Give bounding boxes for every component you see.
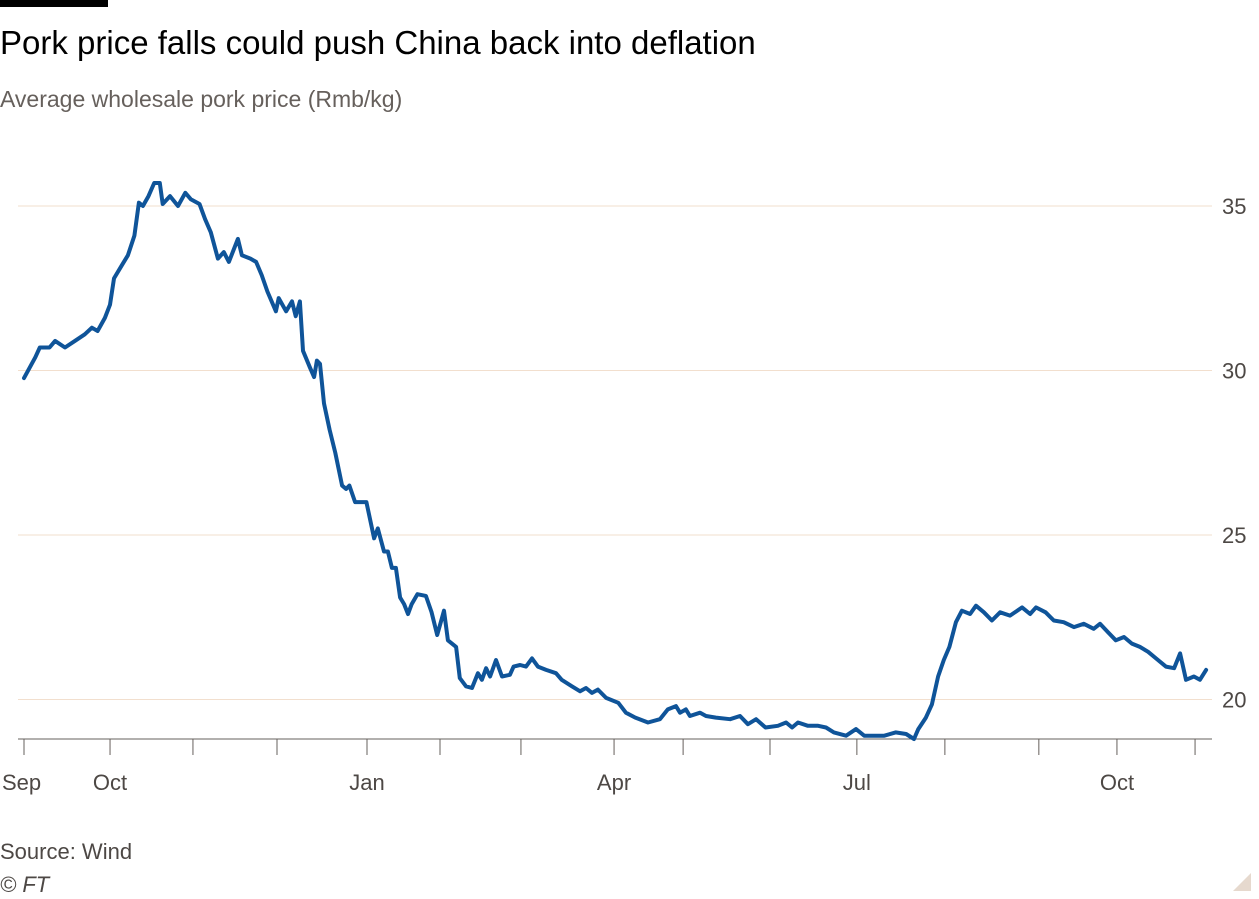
y-tick-label: 20 xyxy=(1222,688,1246,713)
series-lines xyxy=(22,181,1209,741)
brand-bar xyxy=(0,0,108,7)
y-axis: 20 25 30 35 xyxy=(1222,194,1246,713)
x-tick-label: Sep xyxy=(2,770,41,795)
x-tick-label: Oct xyxy=(93,770,127,795)
series-line-pork-price xyxy=(22,181,1209,741)
chart-title: Pork price falls could push China back i… xyxy=(0,24,756,61)
gridlines xyxy=(18,205,1212,700)
y-tick-label: 30 xyxy=(1222,359,1246,384)
corner-resize-icon xyxy=(1233,873,1251,891)
y-tick-label: 35 xyxy=(1222,194,1246,219)
x-tick-label: Oct xyxy=(1100,770,1134,795)
copyright: © FT xyxy=(0,872,50,897)
x-tick-label: Jan xyxy=(349,770,384,795)
x-axis: Sep Oct Jan Apr Jul Oct xyxy=(2,738,1212,795)
y-tick-label: 25 xyxy=(1222,523,1246,548)
x-tick-label: Apr xyxy=(597,770,631,795)
source-note: Source: Wind xyxy=(0,839,133,864)
chart-subtitle: Average wholesale pork price (Rmb/kg) xyxy=(0,86,403,112)
x-tick-label: Jul xyxy=(843,770,871,795)
